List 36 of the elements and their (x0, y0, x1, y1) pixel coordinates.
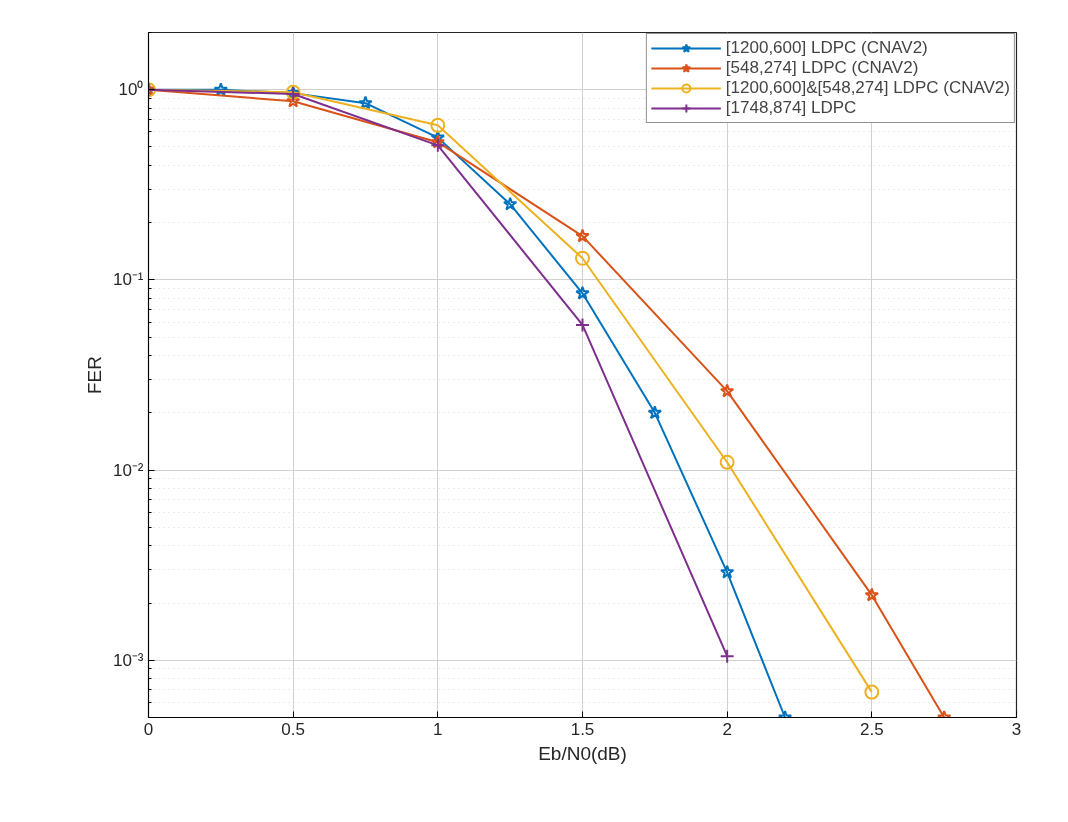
legend-label: [1200,600] LDPC (CNAV2) (725, 38, 928, 58)
legend-label: [548,274] LDPC (CNAV2) (725, 58, 919, 78)
y-axis-title: FER (83, 356, 105, 394)
point (864, 587, 880, 602)
y-tick-label: 10⁻¹ (112, 270, 144, 290)
point (358, 95, 373, 110)
x-tick-label: 1 (433, 719, 443, 739)
point (213, 82, 229, 97)
point (719, 383, 735, 398)
x-tick-label: 0 (143, 719, 154, 739)
point (430, 130, 446, 144)
point (647, 405, 663, 420)
legend-label: [1200,600]&[548,274] LDPC (CNAV2) (725, 78, 1010, 98)
point (430, 137, 446, 153)
x-tick-label: 3 (1011, 719, 1022, 739)
point (430, 117, 446, 133)
x-tick-label: 1.5 (570, 719, 595, 739)
point (502, 196, 518, 211)
point (864, 684, 880, 700)
point (430, 134, 446, 149)
point (719, 454, 735, 470)
x-tick-label: 0.5 (281, 719, 305, 739)
x-axis-title: Eb/N0(dB) (538, 742, 627, 764)
point (285, 93, 301, 108)
point (719, 648, 735, 664)
point (719, 564, 735, 579)
x-tick-label: 2.5 (860, 719, 884, 739)
point (575, 250, 590, 266)
point (575, 285, 590, 300)
point (575, 317, 590, 333)
x-tick-label: 2 (722, 719, 732, 739)
legend-label: [1748,874] LDPC (725, 98, 857, 118)
y-tick-label: 10⁻³ (112, 650, 144, 670)
point (575, 228, 590, 243)
y-tick-label: 10⁻² (112, 460, 144, 480)
y-tick-label: 10⁰ (118, 80, 144, 100)
